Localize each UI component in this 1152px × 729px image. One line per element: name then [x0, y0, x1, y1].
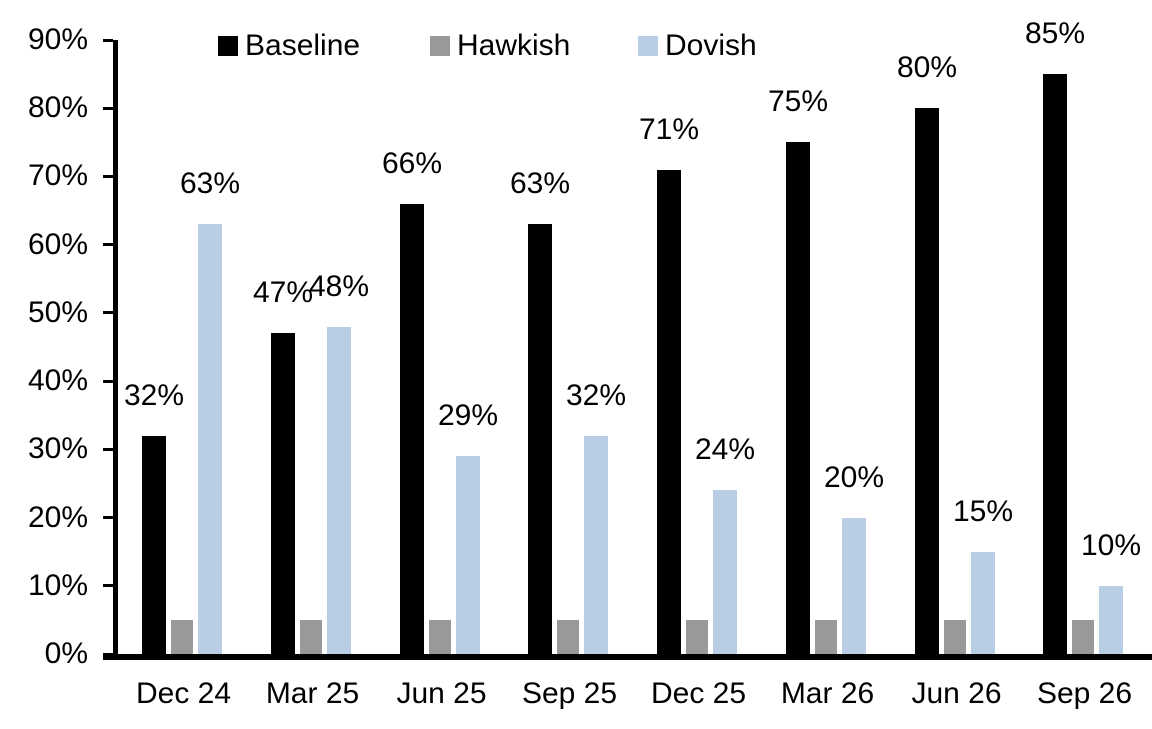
x-axis-category-label: Jun 25	[396, 677, 487, 710]
bar-hawkish-mar-25	[300, 620, 322, 654]
bar-dovish-sep-26	[1099, 586, 1123, 654]
bar-dovish-mar-25	[327, 327, 351, 654]
bar-baseline-mar-26	[786, 142, 810, 654]
x-axis-category-label: Sep 25	[521, 677, 618, 710]
bar-baseline-mar-25	[271, 333, 295, 654]
legend-label: Hawkish	[457, 29, 571, 62]
x-axis-category-label: Dec 25	[650, 677, 747, 710]
y-axis-tick	[103, 39, 113, 42]
data-label: 80%	[896, 51, 958, 84]
y-axis-tick-label: 40%	[27, 364, 88, 397]
bar-dovish-sep-25	[584, 436, 608, 654]
x-axis-category-label: Dec 24	[135, 677, 232, 710]
legend-item-hawkish: Hawkish	[430, 31, 570, 61]
y-axis-tick	[103, 311, 113, 314]
data-label: 24%	[694, 433, 756, 466]
data-label: 85%	[1024, 17, 1086, 50]
bar-dovish-mar-26	[842, 518, 866, 654]
bar-hawkish-dec-24	[171, 620, 193, 654]
y-axis-tick-label: 50%	[27, 296, 88, 329]
x-axis-category-label: Mar 25	[265, 677, 360, 710]
bar-baseline-dec-25	[657, 170, 681, 654]
bar-dovish-jun-26	[971, 552, 995, 654]
bar-baseline-jun-25	[400, 204, 424, 654]
data-label: 47%	[252, 276, 314, 309]
bar-hawkish-sep-26	[1072, 620, 1094, 654]
bar-hawkish-jun-26	[944, 620, 966, 654]
x-axis-category-label: Mar 26	[780, 677, 875, 710]
bar-dovish-dec-25	[713, 490, 737, 654]
bar-baseline-dec-24	[142, 436, 166, 654]
data-label: 32%	[565, 379, 627, 412]
data-label: 20%	[823, 461, 885, 494]
y-axis-tick	[103, 448, 113, 451]
legend-swatch-hawkish	[430, 36, 450, 56]
bar-hawkish-mar-26	[815, 620, 837, 654]
bar-hawkish-jun-25	[429, 620, 451, 654]
bar-dovish-dec-24	[198, 224, 222, 654]
y-axis-tick	[103, 516, 113, 519]
bar-hawkish-sep-25	[557, 620, 579, 654]
y-axis-tick-label: 90%	[27, 23, 88, 56]
y-axis-tick	[103, 175, 113, 178]
data-label: 29%	[437, 399, 499, 432]
data-label: 10%	[1080, 529, 1142, 562]
y-axis-tick-label: 10%	[27, 569, 88, 602]
x-axis-category-label: Jun 26	[911, 677, 1002, 710]
y-axis-tick-label: 20%	[27, 501, 88, 534]
data-label: 71%	[638, 113, 700, 146]
data-label: 63%	[179, 167, 241, 200]
y-axis-line	[113, 40, 118, 660]
legend-label: Dovish	[665, 29, 757, 62]
x-axis-line	[103, 654, 1152, 660]
legend-item-dovish: Dovish	[638, 31, 757, 61]
y-axis-tick-label: 80%	[27, 91, 88, 124]
y-axis-tick-label: 30%	[27, 432, 88, 465]
legend-swatch-baseline	[218, 36, 238, 56]
data-label: 32%	[123, 379, 185, 412]
y-axis-tick	[103, 380, 113, 383]
legend-label: Baseline	[245, 29, 361, 62]
y-axis-tick-label: 0%	[44, 637, 88, 670]
bar-baseline-sep-26	[1043, 74, 1067, 654]
bar-baseline-sep-25	[528, 224, 552, 654]
data-label: 48%	[308, 270, 370, 303]
y-axis-tick-label: 70%	[27, 159, 88, 192]
y-axis-tick	[103, 243, 113, 246]
y-axis-tick-label: 60%	[27, 228, 88, 261]
data-label: 66%	[381, 147, 443, 180]
legend-swatch-dovish	[638, 36, 658, 56]
data-label: 63%	[509, 167, 571, 200]
bar-dovish-jun-25	[456, 456, 480, 654]
data-label: 75%	[767, 85, 829, 118]
data-label: 15%	[952, 495, 1014, 528]
y-axis-tick	[103, 107, 113, 110]
legend-item-baseline: Baseline	[218, 31, 360, 61]
bar-baseline-jun-26	[915, 108, 939, 654]
x-axis-category-label: Sep 26	[1036, 677, 1133, 710]
y-axis-tick	[103, 584, 113, 587]
bar-hawkish-dec-25	[686, 620, 708, 654]
